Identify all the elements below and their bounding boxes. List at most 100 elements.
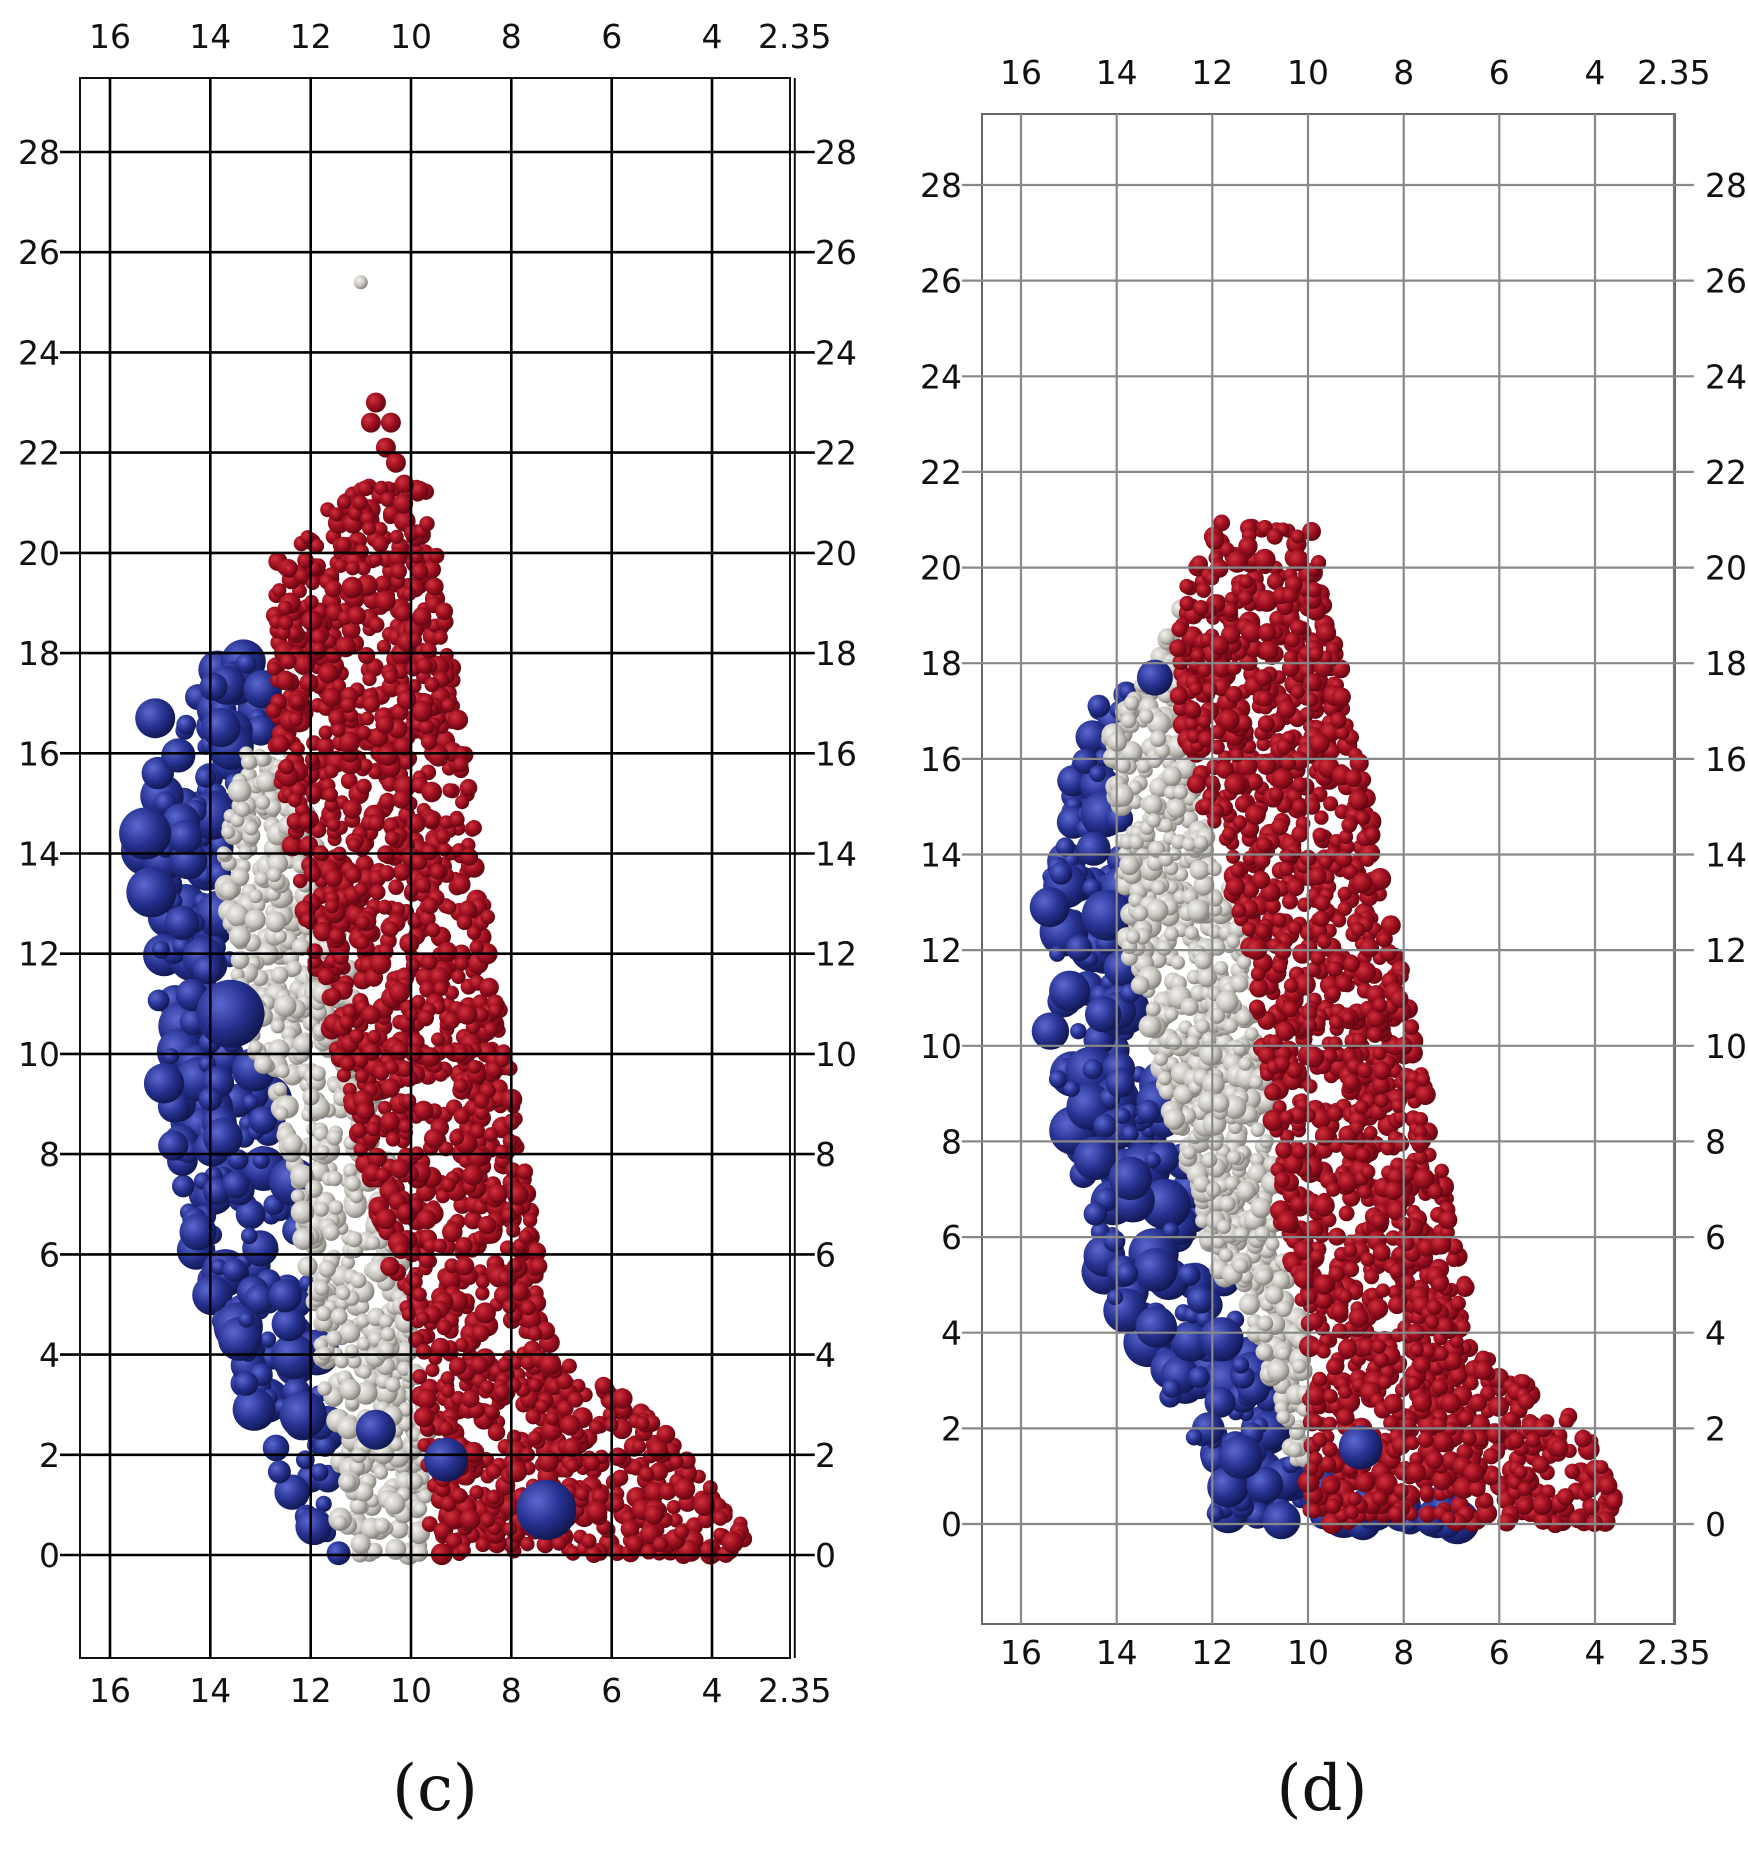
particle: [421, 843, 438, 861]
particle: [305, 575, 320, 591]
particle: [192, 1274, 233, 1316]
particle: [1164, 926, 1179, 942]
particle: [368, 617, 385, 633]
particle: [702, 1480, 718, 1496]
particle: [299, 673, 319, 693]
particle: [469, 940, 484, 955]
particle: [310, 1065, 326, 1082]
particle: [305, 1180, 323, 1198]
x-tick-label-top: 6: [601, 17, 622, 56]
particle: [313, 1434, 337, 1457]
particle: [365, 1235, 381, 1251]
particle: [292, 1227, 315, 1250]
particle: [162, 1048, 180, 1065]
particle: [355, 1299, 370, 1314]
particle: [399, 933, 420, 954]
particle: [455, 1237, 473, 1255]
particle: [610, 1497, 625, 1512]
particle: [591, 1488, 609, 1506]
y-tick-label-right: 28: [815, 133, 857, 172]
particle: [355, 915, 370, 930]
particle: [409, 480, 429, 500]
particle: [356, 1336, 371, 1351]
particle: [253, 1055, 273, 1074]
particle: [447, 709, 469, 731]
particle: [506, 1223, 521, 1238]
particle: [393, 863, 411, 881]
particle: [1235, 1009, 1253, 1026]
particle: [337, 1416, 360, 1440]
particle: [360, 412, 381, 433]
particle: [235, 1199, 266, 1230]
particle: [238, 1311, 255, 1328]
particle: [405, 957, 421, 973]
particle: [382, 921, 399, 938]
particle: [425, 922, 441, 938]
particle: [413, 1406, 435, 1428]
particle: [475, 1537, 491, 1553]
particle: [255, 752, 270, 767]
particle: [310, 629, 327, 646]
particle: [345, 866, 362, 884]
particle: [195, 766, 217, 788]
particle: [362, 671, 377, 687]
particle: [217, 1316, 262, 1361]
particle: [425, 577, 444, 596]
particle: [356, 1102, 374, 1120]
particle: [318, 725, 333, 740]
particle: [1195, 1019, 1210, 1034]
particle: [1182, 1145, 1197, 1160]
particle: [389, 1437, 404, 1452]
particle: [335, 536, 352, 554]
particle: [357, 480, 374, 497]
particle: [589, 1420, 604, 1435]
particle: [411, 562, 429, 581]
particle: [147, 989, 170, 1012]
particle: [1276, 1410, 1291, 1425]
particle: [1226, 1150, 1241, 1165]
x-tick-label-bottom: 6: [601, 1671, 622, 1710]
particle: [668, 1513, 683, 1528]
particle: [321, 687, 341, 708]
particle: [314, 1202, 329, 1217]
particle: [1291, 1358, 1307, 1374]
particle: [369, 952, 392, 975]
particle: [1238, 1293, 1260, 1315]
particle: [349, 1029, 365, 1044]
particle: [396, 690, 417, 710]
particle: [389, 1158, 410, 1179]
particle: [344, 1344, 359, 1359]
particle: [278, 758, 295, 775]
particle: [417, 1009, 434, 1027]
particle: [273, 994, 297, 1018]
particle: [1276, 1346, 1291, 1361]
particle: [254, 871, 269, 886]
particle: [486, 1490, 501, 1505]
x-tick-label-top: 14: [189, 17, 231, 56]
y-tick-label-right: 8: [815, 1135, 836, 1174]
particle: [1070, 1022, 1087, 1040]
particle: [429, 966, 450, 988]
particle: [474, 1302, 496, 1324]
particle: [168, 820, 203, 855]
particle: [350, 1533, 371, 1554]
particle: [471, 1324, 490, 1342]
particle: [255, 771, 277, 792]
large-particle: [355, 1409, 396, 1450]
particle: [371, 535, 389, 553]
particle: [419, 516, 435, 532]
particle: [1255, 1267, 1273, 1286]
particle: [433, 630, 448, 645]
particle: [355, 1313, 370, 1328]
x-tick-label-bottom: 14: [189, 1671, 231, 1710]
particle: [656, 1424, 676, 1444]
particle: [520, 1537, 535, 1552]
particle: [374, 590, 396, 612]
red-zone-particles: [265, 474, 753, 1566]
particle: [437, 941, 458, 962]
y-tick-label-right: 22: [815, 434, 857, 473]
particle: [333, 558, 348, 573]
particle: [318, 663, 339, 684]
particle: [342, 1082, 357, 1097]
